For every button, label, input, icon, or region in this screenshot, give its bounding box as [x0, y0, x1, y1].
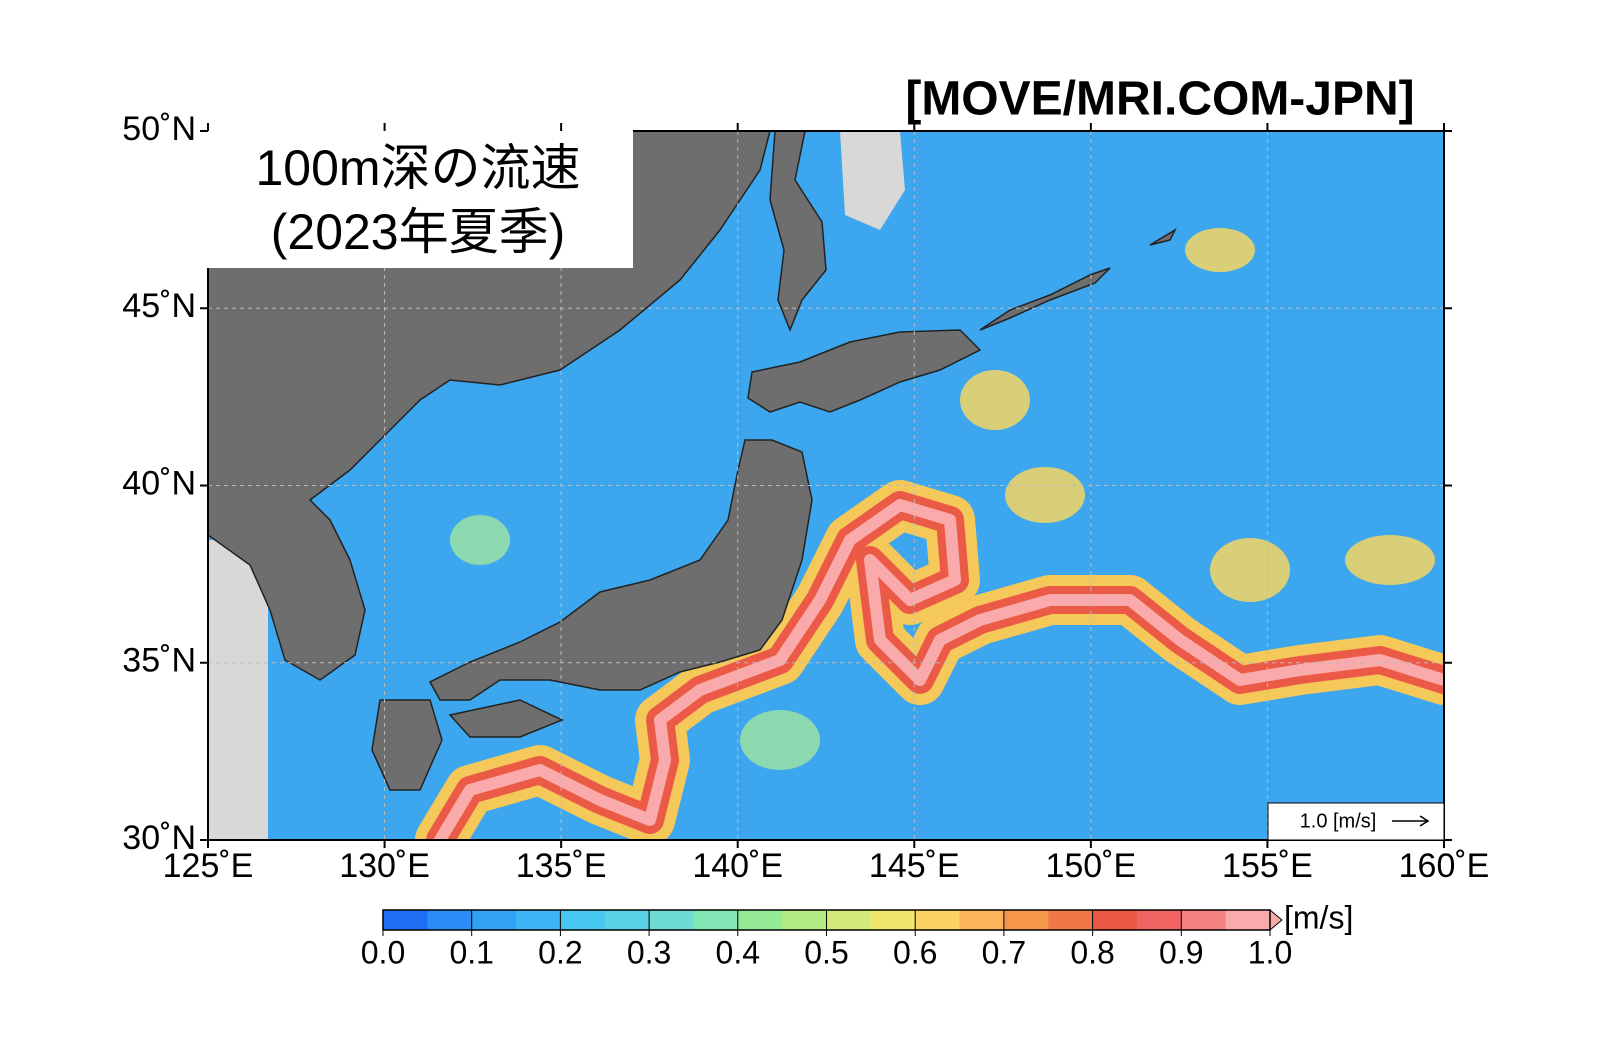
map-field	[208, 131, 1444, 840]
y-tick-label: 50˚N	[122, 110, 196, 148]
subtitle: (2023年夏季)	[271, 204, 566, 260]
colorbar-segment	[649, 910, 694, 930]
colorbar-segment	[959, 910, 1005, 930]
colorbar-segment	[604, 910, 650, 930]
reference-label: 1.0 [m/s]	[1300, 810, 1377, 832]
colorbar-segment	[383, 910, 428, 930]
reference-arrow	[1392, 815, 1430, 827]
colorbar-segment	[737, 910, 783, 930]
colorbar-segment	[1136, 910, 1182, 930]
colorbar-segment	[915, 910, 961, 930]
title: 100m深の流速	[255, 140, 580, 196]
colorbar-tick-label: 0.2	[538, 934, 582, 970]
land	[208, 131, 1177, 791]
x-tick-label: 135˚E	[516, 847, 607, 885]
colorbar: 0.0 0.1 0.2 0.3 0.4 0.5 0.6 0.7 0.8 0.9 1.0[m/s]	[361, 899, 1354, 970]
colorbar-unit: [m/s]	[1284, 899, 1353, 935]
colorbar-segment	[560, 910, 606, 930]
colorbar-segment	[1003, 910, 1049, 930]
colorbar-extension	[1269, 908, 1283, 932]
colorbar-segment	[826, 910, 872, 930]
colorbar-tick-label: 0.7	[982, 934, 1026, 970]
colorbar-tick-label: 0.6	[893, 934, 937, 970]
colorbar-segment	[870, 910, 916, 930]
reference-box	[1267, 802, 1445, 841]
x-tick-label: 160˚E	[1399, 847, 1490, 885]
colorbar-segment	[1092, 910, 1138, 930]
eddies	[450, 228, 1435, 770]
title-box	[205, 118, 633, 268]
x-tick-label: 145˚E	[869, 847, 960, 885]
colorbar-tick-label: 0.3	[627, 934, 671, 970]
colorbar-segment	[782, 910, 827, 930]
shelf	[840, 131, 905, 230]
colorbar-segment	[693, 910, 739, 930]
colorbar-tick-label: 0.0	[361, 934, 405, 970]
colorbar-segment	[1225, 910, 1271, 930]
grid	[208, 131, 1444, 840]
x-tick-label: 155˚E	[1222, 847, 1313, 885]
colorbar-tick-label: 0.1	[449, 934, 493, 970]
colorbar-segment	[1048, 910, 1094, 930]
kuroshio	[415, 480, 1444, 840]
shelf	[208, 540, 268, 840]
y-tick-label: 45˚N	[122, 287, 196, 325]
y-tick-label: 35˚N	[122, 642, 196, 680]
x-tick-label: 125˚E	[163, 847, 254, 885]
x-tick-label: 140˚E	[692, 847, 783, 885]
colorbar-segment	[1181, 910, 1227, 930]
colorbar-segment	[427, 910, 473, 930]
colorbar-tick-label: 0.4	[716, 934, 760, 970]
colorbar-segment	[471, 910, 517, 930]
colorbar-tick-label: 0.5	[804, 934, 848, 970]
colorbar-tick-label: 0.8	[1070, 934, 1114, 970]
x-tick-label: 130˚E	[339, 847, 430, 885]
colorbar-tick-label: 0.9	[1159, 934, 1203, 970]
colorbar-tick-label: 1.0	[1248, 934, 1292, 970]
colorbar-segment	[516, 910, 561, 930]
y-tick-label: 40˚N	[122, 464, 196, 502]
x-tick-label: 150˚E	[1045, 847, 1136, 885]
source: [MOVE/MRI.COM-JPN]	[905, 73, 1414, 126]
y-tick-label: 30˚N	[122, 819, 196, 857]
